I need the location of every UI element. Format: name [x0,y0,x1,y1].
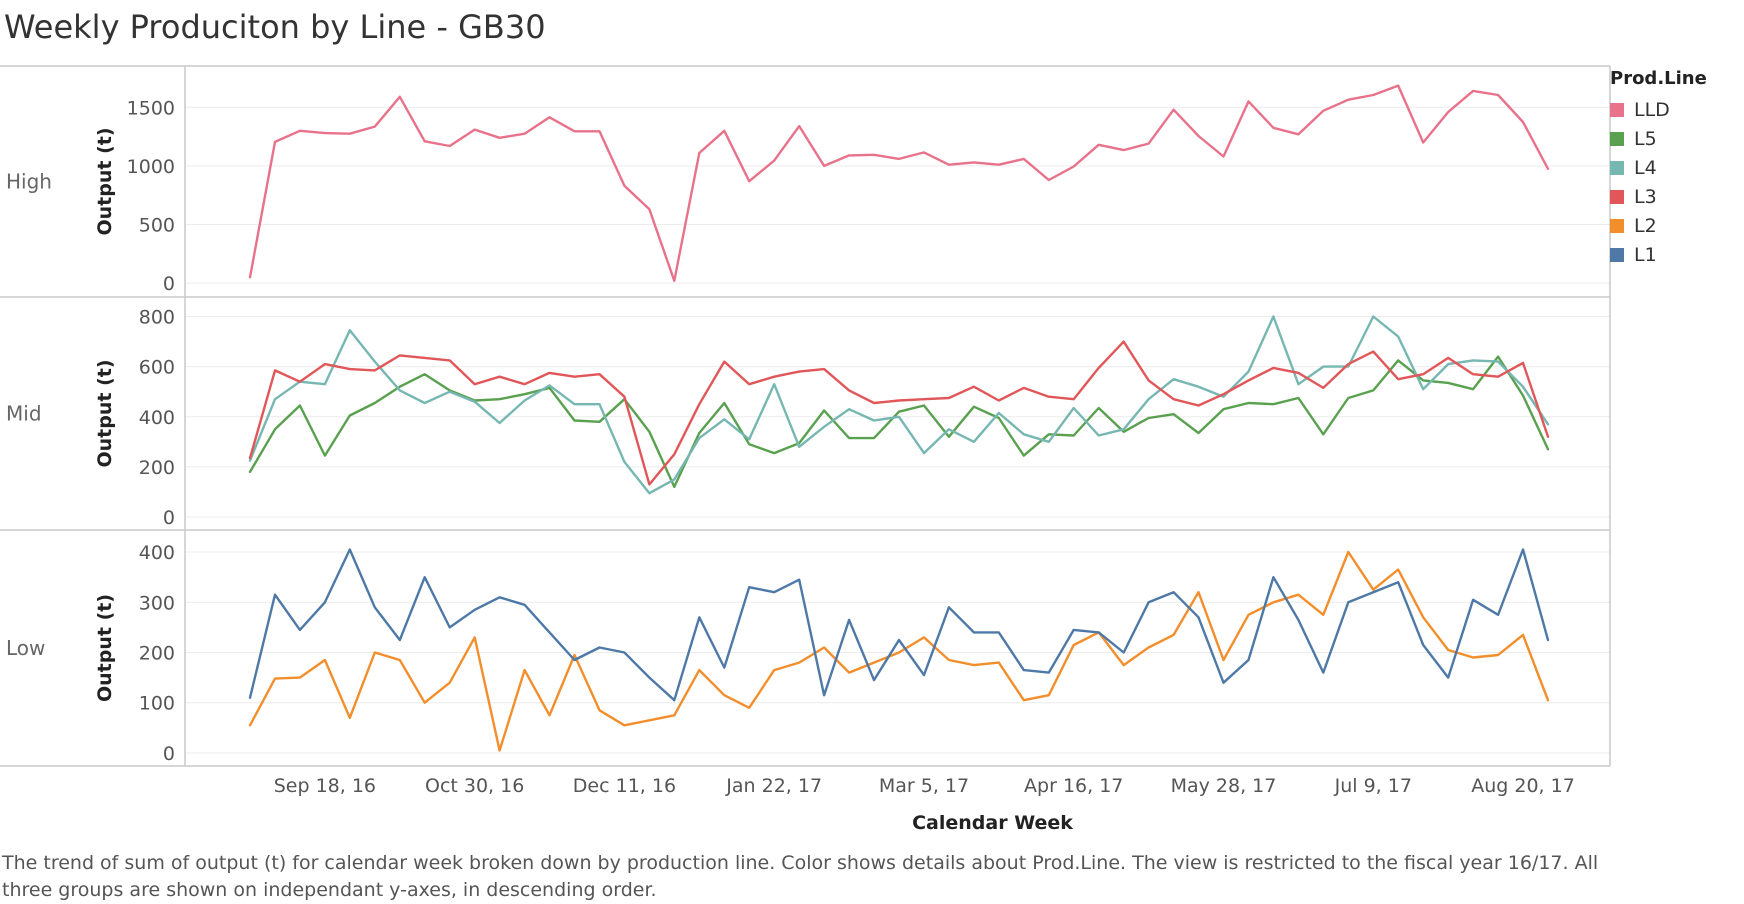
x-tick-label: Dec 11, 16 [573,775,676,797]
legend-swatch [1610,189,1624,204]
legend-item-l2[interactable]: L2 [1610,211,1740,240]
x-tick-label: Jul 9, 17 [1334,775,1412,797]
legend-swatch [1610,160,1624,175]
chart-caption: The trend of sum of output (t) for calen… [2,852,1599,901]
y-axis-title: Output (t) [94,359,116,467]
series-line-lld [248,84,1550,282]
legend-label: L1 [1634,243,1657,266]
y-tick-label: 400 [139,542,175,564]
series-line-l4 [248,315,1550,495]
legend: Prod.Line LLD L5 L4 L3 L2 L1 [1610,68,1740,269]
y-tick-label: 0 [163,273,175,295]
y-tick-label: 800 [139,307,175,329]
y-tick-label: 1000 [127,156,175,178]
y-tick-label: 500 [139,215,175,237]
legend-label: L5 [1634,127,1657,150]
legend-swatch [1610,247,1624,262]
legend-label: L4 [1634,156,1657,179]
legend-item-l5[interactable]: L5 [1610,124,1740,153]
y-axis-title: Output (t) [94,594,116,702]
legend-title: Prod.Line [1610,68,1707,89]
row-label-high: High [6,170,52,194]
y-axis-title: Output (t) [94,127,116,235]
row-label-low: Low [6,636,45,660]
y-tick-label: 600 [139,357,175,379]
y-tick-label: 200 [139,457,175,479]
legend-label: L3 [1634,185,1657,208]
x-tick-label: Apr 16, 17 [1024,775,1123,797]
legend-swatch [1610,131,1624,146]
legend-items: LLD L5 L4 L3 L2 L1 [1610,95,1740,269]
x-tick-label: Aug 20, 17 [1471,775,1575,797]
y-tick-label: 400 [139,407,175,429]
legend-item-l3[interactable]: L3 [1610,182,1740,211]
y-tick-label: 0 [163,743,175,765]
x-tick-label: May 28, 17 [1171,775,1277,797]
x-tick-label: Jan 22, 17 [725,775,822,797]
legend-item-lld[interactable]: LLD [1610,95,1740,124]
series-line-l2 [248,550,1550,752]
x-tick-label: Oct 30, 16 [425,775,524,797]
legend-item-l4[interactable]: L4 [1610,153,1740,182]
legend-swatch [1610,218,1624,233]
y-tick-label: 100 [139,693,175,715]
legend-swatch [1610,102,1624,117]
legend-item-l1[interactable]: L1 [1610,240,1740,269]
row-label-mid: Mid [6,402,42,426]
x-tick-label: Sep 18, 16 [274,775,376,797]
y-tick-label: 0 [163,507,175,529]
y-tick-label: 200 [139,643,175,665]
x-axis-title: Calendar Week [912,812,1073,834]
series-line-l1 [248,548,1550,702]
x-tick-label: Mar 5, 17 [879,775,969,797]
legend-label: L2 [1634,214,1657,237]
chart-title: Weekly Produciton by Line - GB30 [4,8,546,46]
legend-label: LLD [1634,98,1670,121]
series-line-l3 [248,340,1550,486]
y-tick-label: 300 [139,592,175,614]
y-tick-label: 1500 [127,97,175,119]
